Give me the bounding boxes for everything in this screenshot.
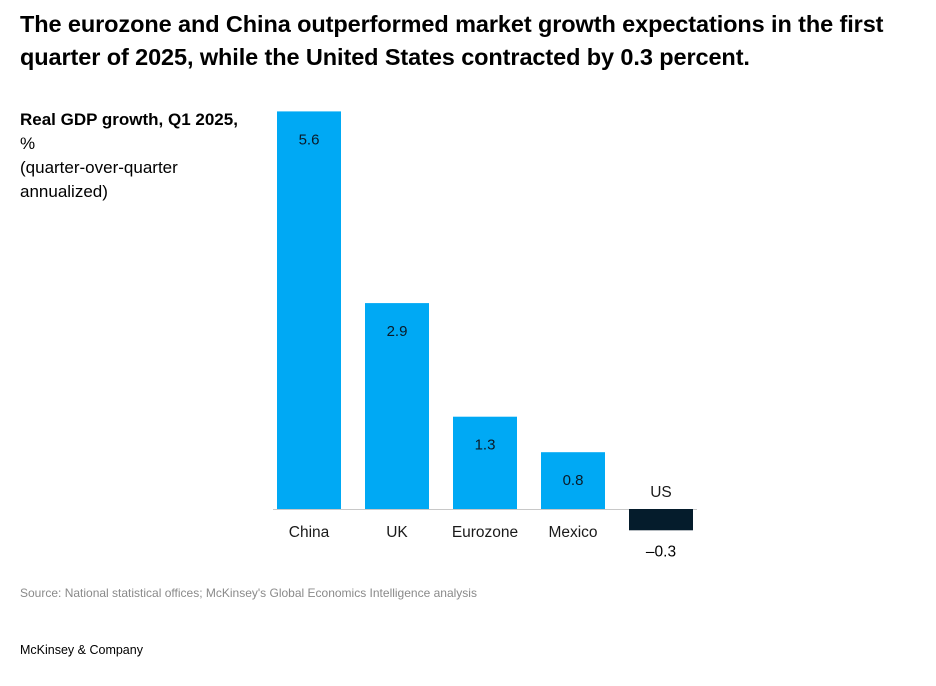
category-label-us: US bbox=[650, 484, 672, 501]
bar-us bbox=[629, 509, 693, 531]
bar-eurozone bbox=[453, 416, 517, 509]
bar-china bbox=[277, 111, 341, 510]
category-label-mexico: Mexico bbox=[548, 524, 597, 541]
bar-uk bbox=[365, 303, 429, 509]
brand-footer: McKinsey & Company bbox=[20, 643, 143, 657]
category-label-china: China bbox=[289, 524, 330, 541]
value-label-eurozone: 1.3 bbox=[475, 437, 496, 454]
y-axis-label-unit: % bbox=[20, 134, 36, 153]
y-axis-label-bold: Real GDP growth, Q1 2025, bbox=[20, 110, 238, 129]
bar-mexico bbox=[541, 452, 605, 509]
chart-title: The eurozone and China outperformed mark… bbox=[20, 11, 884, 70]
source-note: Source: National statistical offices; Mc… bbox=[20, 586, 477, 600]
value-label-china: 5.6 bbox=[299, 131, 320, 148]
value-label-mexico: 0.8 bbox=[563, 472, 584, 489]
category-label-eurozone: Eurozone bbox=[452, 524, 518, 541]
value-label-uk: 2.9 bbox=[387, 323, 408, 340]
value-label-us: –0.3 bbox=[646, 543, 676, 560]
y-axis-label-note: (quarter-over-quarter annualized) bbox=[20, 158, 178, 201]
category-label-uk: UK bbox=[386, 524, 408, 541]
y-axis-label: Real GDP growth, Q1 2025, % (quarter-over… bbox=[20, 108, 250, 204]
